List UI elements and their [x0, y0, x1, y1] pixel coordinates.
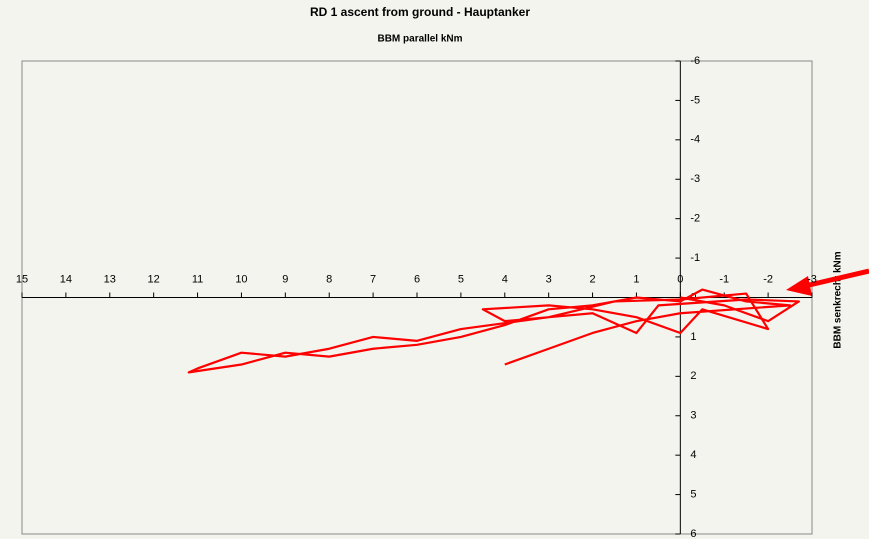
- x-tick-label: 6: [414, 273, 420, 285]
- y-tick-label: 6: [690, 528, 696, 539]
- y-tick-label: -1: [690, 252, 700, 264]
- y-tick-label: 5: [690, 488, 696, 500]
- x-tick-label: 3: [546, 273, 552, 285]
- x-tick-label: 14: [60, 273, 72, 285]
- x-tick-label: 1: [633, 273, 639, 285]
- x-tick-label: 5: [458, 273, 464, 285]
- x-tick-label: 11: [192, 273, 203, 285]
- y-tick-label: -2: [690, 213, 700, 225]
- x-axis-label: BBM parallel kNm: [377, 34, 462, 45]
- chart-title: RD 1 ascent from ground - Hauptanker: [310, 5, 530, 19]
- x-tick-label: -3: [807, 273, 817, 285]
- x-tick-label: 13: [104, 273, 116, 285]
- y-tick-label: -4: [690, 134, 700, 146]
- x-tick-label: 10: [235, 273, 247, 285]
- x-tick-label: -1: [719, 273, 729, 285]
- y-tick-label: 1: [690, 331, 696, 343]
- x-tick-label: 15: [16, 273, 28, 285]
- data-line: [187, 288, 800, 374]
- y-tick-label: 2: [690, 370, 696, 382]
- x-tick-label: -2: [763, 273, 773, 285]
- x-tick-label: 2: [589, 273, 595, 285]
- x-tick-label: 4: [502, 273, 508, 285]
- y-tick-label: -6: [690, 55, 700, 67]
- y-axis-label: BBM senkrecht kNm: [833, 251, 844, 348]
- y-tick-label: -5: [690, 94, 700, 106]
- y-tick-label: -3: [690, 173, 700, 185]
- x-tick-label: 8: [326, 273, 332, 285]
- x-tick-label: 12: [148, 273, 160, 285]
- x-tick-label: 0: [677, 273, 683, 285]
- y-tick-label: 3: [690, 410, 696, 422]
- x-tick-label: 7: [370, 273, 376, 285]
- y-tick-label: 4: [690, 449, 696, 461]
- x-tick-label: 9: [282, 273, 288, 285]
- annotation-arrow: [786, 268, 869, 296]
